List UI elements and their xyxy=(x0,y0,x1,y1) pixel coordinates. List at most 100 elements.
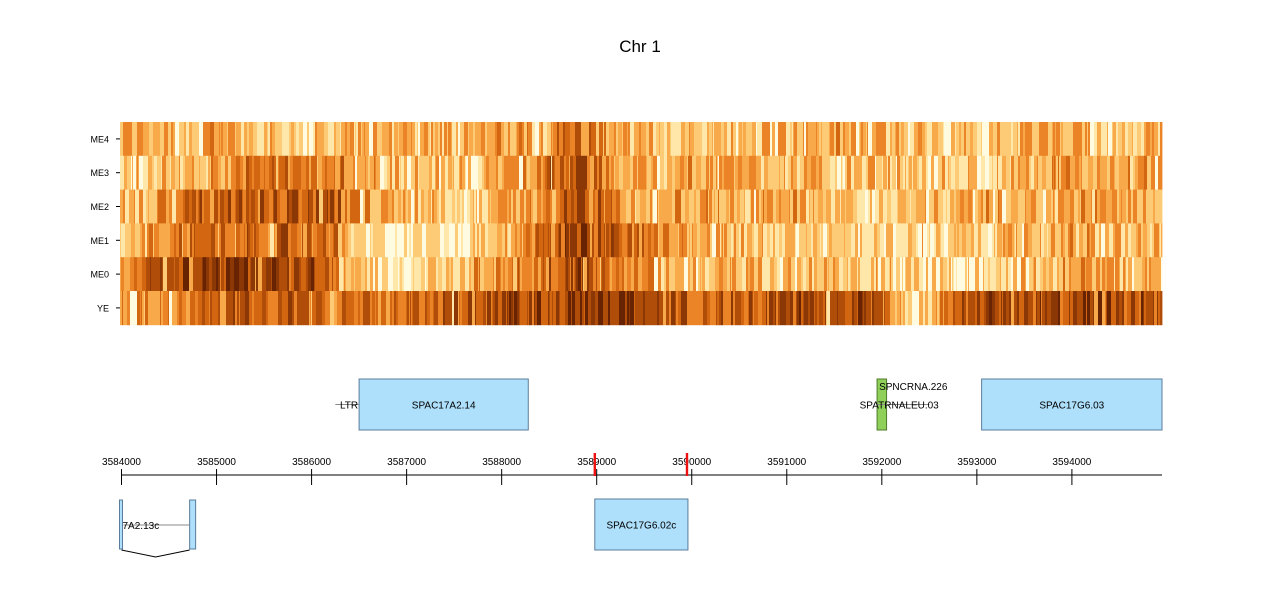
heatmap-cell xyxy=(1026,189,1030,224)
heatmap-cell xyxy=(369,122,374,157)
heatmap-cell xyxy=(230,257,234,292)
heatmap-cell xyxy=(747,189,751,224)
heatmap-cell xyxy=(996,257,1001,292)
heatmap-cell xyxy=(318,155,321,190)
heatmap-cell xyxy=(359,223,362,258)
heatmap-cell xyxy=(474,189,477,224)
heatmap-cell xyxy=(1049,291,1052,326)
heatmap-cell xyxy=(773,155,775,190)
heatmap-cell xyxy=(533,189,537,224)
axis-tick-label: 3588000 xyxy=(482,457,521,468)
heatmap-cell xyxy=(769,189,774,224)
heatmap-cell xyxy=(551,122,553,157)
gene-label: SPAC17A2.14 xyxy=(412,401,476,412)
heatmap-cell xyxy=(783,155,785,190)
heatmap-cell xyxy=(407,257,412,292)
heatmap-cell xyxy=(994,257,996,292)
heatmap-cell xyxy=(527,155,531,190)
heatmap-cell xyxy=(489,122,492,157)
heatmap-cell xyxy=(442,122,445,157)
heatmap-cell xyxy=(585,189,590,224)
heatmap-cell xyxy=(451,122,453,157)
heatmap-cell xyxy=(1032,122,1035,157)
heatmap-cell xyxy=(663,291,667,326)
heatmap-cell xyxy=(530,189,532,224)
heatmap-cell xyxy=(301,257,306,292)
heatmap-cell xyxy=(641,122,645,157)
heatmap-cell xyxy=(517,223,521,258)
heatmap-cell xyxy=(199,122,204,157)
heatmap-cell xyxy=(900,257,903,292)
heatmap-cell xyxy=(272,291,277,326)
heatmap-cell xyxy=(874,223,878,258)
heatmap-cell xyxy=(210,122,215,157)
heatmap-cell xyxy=(543,122,548,157)
heatmap-cell xyxy=(919,257,924,292)
heatmap-cell xyxy=(808,291,811,326)
heatmap-cell xyxy=(365,189,367,224)
heatmap-cell xyxy=(1097,155,1101,190)
heatmap-cell xyxy=(212,291,215,326)
heatmap-cell xyxy=(1052,122,1054,157)
heatmap-cell xyxy=(1115,257,1120,292)
heatmap-cell xyxy=(1014,223,1016,258)
heatmap-cell xyxy=(964,122,966,157)
heatmap-cell xyxy=(398,257,400,292)
heatmap-cell xyxy=(1128,155,1131,190)
heatmap-cell xyxy=(413,291,416,326)
heatmap-cell xyxy=(1060,122,1062,157)
heatmap-cell xyxy=(1028,122,1033,157)
heatmap-cell xyxy=(355,122,357,157)
heatmap-cell xyxy=(610,291,614,326)
heatmap-cell xyxy=(927,257,929,292)
heatmap-cell xyxy=(370,257,374,292)
heatmap-cell xyxy=(934,223,937,258)
heatmap-cell xyxy=(968,189,973,224)
heatmap-cell xyxy=(607,223,610,258)
heatmap-cell xyxy=(1081,257,1086,292)
heatmap-cell xyxy=(642,291,644,326)
heatmap-cell xyxy=(701,257,703,292)
heatmap-cell xyxy=(166,155,171,190)
heatmap-cell xyxy=(1154,223,1156,258)
heatmap-cell xyxy=(375,257,379,292)
heatmap-cell xyxy=(143,155,148,190)
heatmap-cell xyxy=(479,257,481,292)
heatmap-cell xyxy=(400,155,402,190)
heatmap-cell xyxy=(833,257,836,292)
heatmap-cell xyxy=(459,291,461,326)
heatmap-cell xyxy=(1038,155,1043,190)
heatmap-cell xyxy=(1050,155,1053,190)
heatmap-cell xyxy=(1130,155,1134,190)
heatmap-cell xyxy=(840,122,844,157)
heatmap-cell xyxy=(508,155,513,190)
heatmap-cell xyxy=(807,223,812,258)
heatmap-cell xyxy=(1161,223,1163,258)
heatmap-cell xyxy=(786,257,789,292)
heatmap-cell xyxy=(923,223,928,258)
heatmap-cell xyxy=(210,189,215,224)
heatmap-cell xyxy=(837,291,839,326)
heatmap-cell xyxy=(1161,257,1163,292)
heatmap-cell xyxy=(439,189,442,224)
heatmap-cell xyxy=(234,155,237,190)
heatmap-cell xyxy=(436,155,440,190)
heatmap-cell xyxy=(428,122,431,157)
heatmap-cell xyxy=(377,122,379,157)
heatmap-cell xyxy=(721,291,724,326)
heatmap-cell xyxy=(1042,291,1046,326)
heatmap-cell xyxy=(222,223,226,258)
heatmap-cell xyxy=(953,257,955,292)
heatmap-cell xyxy=(908,155,910,190)
heatmap-cell xyxy=(973,155,978,190)
heatmap-cell xyxy=(278,223,282,258)
heatmap-cell xyxy=(830,189,832,224)
heatmap-cell xyxy=(131,155,133,190)
heatmap-cell xyxy=(552,189,557,224)
heatmap-cell xyxy=(435,122,439,157)
heatmap-cell xyxy=(414,189,416,224)
heatmap-cell xyxy=(493,189,495,224)
heatmap-cell xyxy=(1123,257,1126,292)
heatmap-cell xyxy=(256,257,259,292)
heatmap-cell xyxy=(650,189,653,224)
